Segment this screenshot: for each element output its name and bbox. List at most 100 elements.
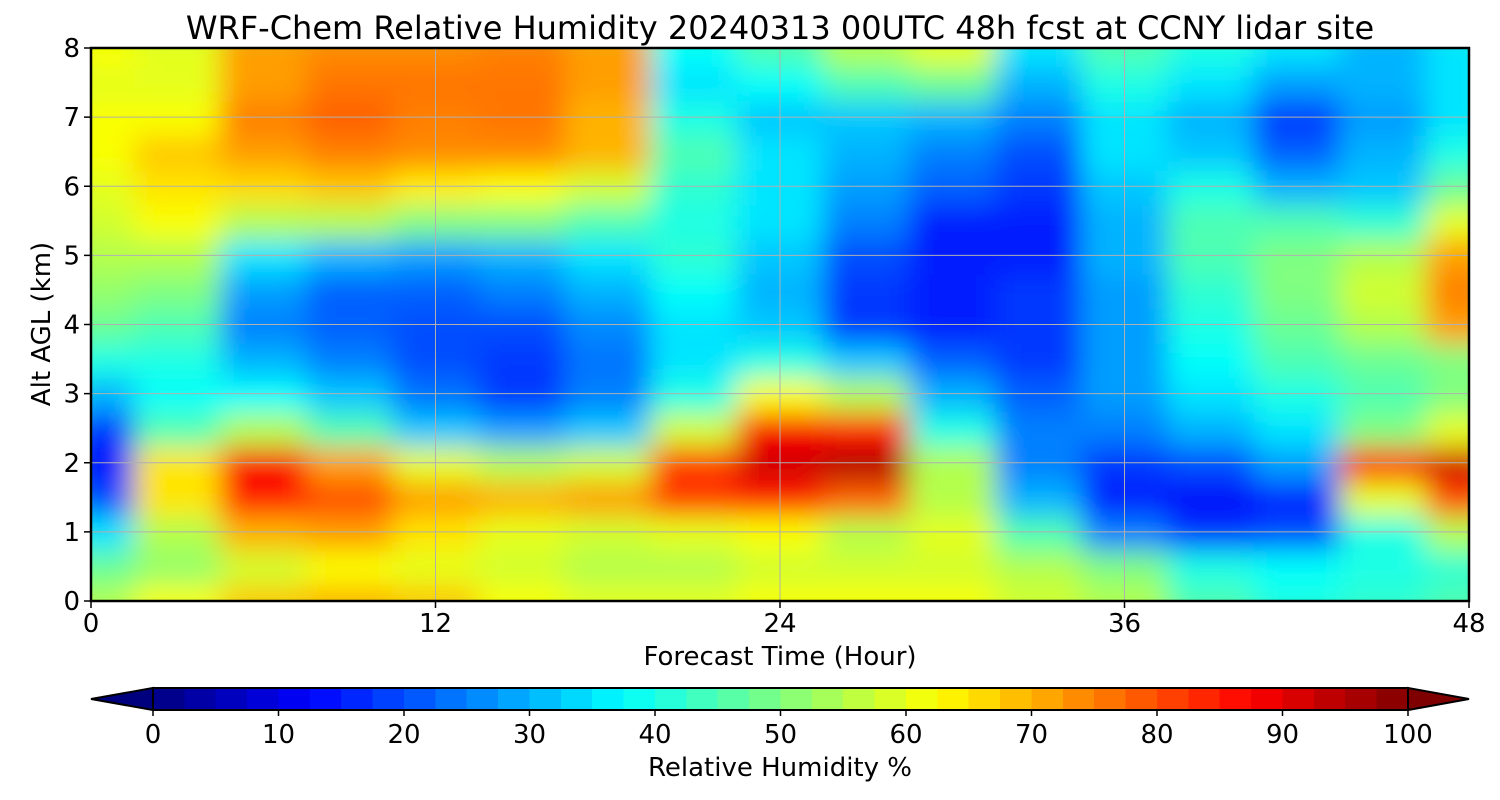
- heat-cell: [736, 376, 826, 413]
- heat-cell: [134, 549, 223, 586]
- heat-cell: [1253, 168, 1342, 206]
- heat-cell: [306, 549, 395, 586]
- heat-cell: [134, 514, 223, 552]
- heat-cell: [220, 48, 309, 68]
- heat-cell: [1167, 410, 1256, 448]
- heat-cell: [478, 376, 567, 413]
- heat-cell: [220, 341, 309, 379]
- heat-cell: [564, 341, 653, 379]
- heat-cell: [909, 514, 998, 552]
- heat-cell: [392, 168, 481, 206]
- heat-cell: [134, 272, 223, 310]
- heat-cell: [1167, 445, 1256, 483]
- heat-cell: [823, 307, 912, 344]
- y-tick-label: 8: [63, 34, 80, 64]
- heat-cell: [995, 514, 1084, 552]
- heat-cell: [392, 480, 481, 517]
- heat-cell: [1339, 65, 1428, 102]
- y-axis-label: Alt AGL (km): [27, 242, 57, 406]
- y-tick-label: 5: [63, 241, 80, 271]
- heat-cell: [564, 238, 653, 275]
- heat-cell: [823, 48, 912, 68]
- heat-cell: [392, 307, 481, 344]
- heat-cell: [995, 238, 1084, 275]
- heat-cell: [1425, 48, 1469, 68]
- heat-cell: [736, 272, 826, 310]
- heat-cell: [736, 65, 826, 102]
- heat-cell: [995, 583, 1084, 601]
- heat-cell: [478, 238, 567, 275]
- heat-cell: [564, 65, 653, 102]
- heat-cell: [1339, 549, 1428, 586]
- heat-cell: [1167, 583, 1256, 601]
- heat-cell: [134, 65, 223, 102]
- heat-cell: [1253, 48, 1342, 68]
- heat-cell: [995, 549, 1084, 586]
- heat-cell: [650, 549, 739, 586]
- y-tick-label: 4: [63, 311, 80, 341]
- y-tick-label: 0: [63, 587, 80, 617]
- heat-cell: [650, 583, 739, 601]
- heat-cell: [909, 238, 998, 275]
- heat-cell: [564, 99, 653, 137]
- heat-cell: [1081, 48, 1170, 68]
- heat-cell: [478, 307, 567, 344]
- colorbar: 0 10 20 30 40 50 60 70 80 90 100 Relative Humidity…: [90, 686, 1470, 783]
- heat-cell: [823, 272, 912, 310]
- heat-cell: [1253, 134, 1342, 171]
- heat-cell: [1425, 376, 1469, 413]
- heat-cell: [736, 99, 826, 137]
- heat-cell: [306, 307, 395, 344]
- colorbar-tick-label: 100: [1383, 720, 1433, 750]
- heat-cell: [392, 134, 481, 171]
- heat-cell: [478, 480, 567, 517]
- heat-cell: [909, 48, 998, 68]
- heat-cell: [392, 99, 481, 137]
- x-tick-label: 12: [419, 609, 452, 639]
- heat-cell: [823, 583, 912, 601]
- heat-cell: [1425, 410, 1469, 448]
- colorbar-tick-label: 50: [764, 720, 797, 750]
- heat-cell: [134, 307, 223, 344]
- heat-cell: [1339, 583, 1428, 601]
- heat-cell: [564, 48, 653, 68]
- heat-cell: [91, 99, 137, 137]
- heat-cell: [564, 376, 653, 413]
- heat-cell: [1081, 65, 1170, 102]
- heat-cell: [650, 168, 739, 206]
- colorbar-extend-high: [1407, 686, 1470, 712]
- heat-cell: [1339, 48, 1428, 68]
- heat-cell: [91, 549, 137, 586]
- heat-cell: [1081, 341, 1170, 379]
- heat-cell: [306, 65, 395, 102]
- x-tick-label: 36: [1108, 609, 1141, 639]
- heat-cell: [306, 203, 395, 241]
- heat-cell: [564, 480, 653, 517]
- heat-cell: [478, 99, 567, 137]
- heat-cell: [823, 65, 912, 102]
- heat-cell: [478, 168, 567, 206]
- heat-cell: [134, 445, 223, 483]
- heat-cell: [392, 410, 481, 448]
- heat-cell: [564, 168, 653, 206]
- colorbar-label: Relative Humidity %: [648, 753, 912, 783]
- heat-cell: [736, 445, 826, 483]
- heat-cell: [91, 376, 137, 413]
- heat-cell: [220, 445, 309, 483]
- heat-cell: [306, 583, 395, 601]
- heat-cell: [995, 376, 1084, 413]
- y-tick-label: 6: [63, 172, 80, 202]
- heat-cell: [650, 341, 739, 379]
- heat-cell: [1339, 203, 1428, 241]
- heat-cell: [1425, 134, 1469, 171]
- heat-cell: [134, 48, 223, 68]
- heat-cell: [909, 203, 998, 241]
- heat-cell: [823, 238, 912, 275]
- y-tick-label: 3: [63, 380, 80, 410]
- heat-cell: [823, 410, 912, 448]
- heat-cell: [736, 168, 826, 206]
- heat-cell: [909, 168, 998, 206]
- heat-cell: [91, 65, 137, 102]
- heat-cell: [91, 445, 137, 483]
